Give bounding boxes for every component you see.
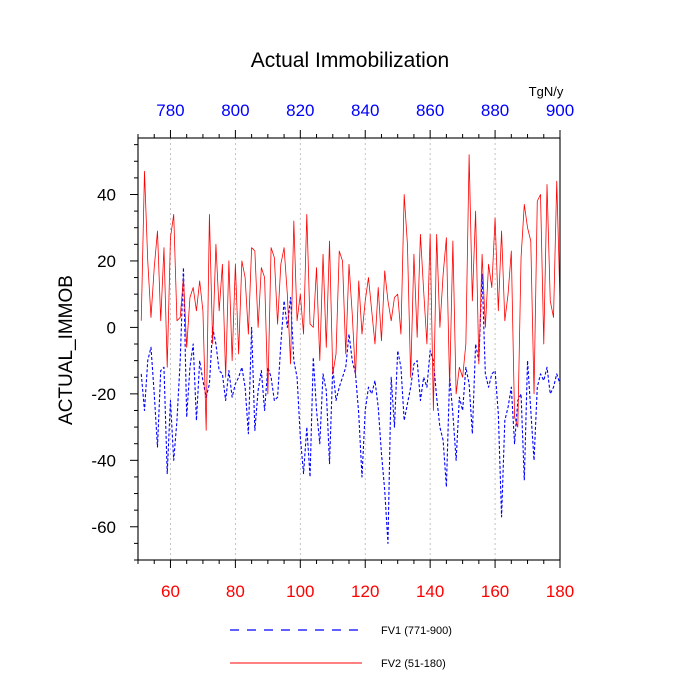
x-top-tick-label: 820 [286,101,314,120]
y-tick-label: -60 [91,518,116,537]
y-tick-label: 20 [97,252,116,271]
series-line-2 [140,154,561,431]
x-bottom-tick-label: 180 [546,582,574,601]
x-top-tick-label: 880 [481,101,509,120]
grid-lines [170,138,496,560]
y-tick-label: 0 [107,318,116,337]
units-label: TgN/y [529,84,564,99]
x-top-tick-label: 840 [351,101,379,120]
y-tick-label: -20 [91,385,116,404]
x-top-tick-label: 780 [156,101,184,120]
y-tick-label: -40 [91,451,116,470]
x-top-tick-label: 800 [221,101,249,120]
axes: 40 20 0 -20 -40 -60 60 80 100 120 140 160 180 780 800 8… [91,101,574,601]
legend: FV1 (771-900) FV2 (51-180) [230,625,452,670]
chart-title: Actual Immobilization [251,49,449,72]
legend-label-2: FV2 (51-180) [381,658,446,670]
x-bottom-tick-label: 140 [416,582,444,601]
y-axis-label: ACTUAL_IMMOB [56,275,77,425]
x-bottom-tick-label: 60 [161,582,180,601]
x-top-tick-label: 860 [416,101,444,120]
y-tick-label: 40 [97,185,116,204]
series-lines [140,154,561,544]
x-bottom-tick-label: 120 [351,582,379,601]
series-line-1 [140,267,561,544]
x-bottom-tick-label: 160 [481,582,509,601]
x-top-tick-label: 900 [546,101,574,120]
x-bottom-tick-label: 80 [226,582,245,601]
x-bottom-tick-label: 100 [286,582,314,601]
legend-label-1: FV1 (771-900) [381,625,452,637]
